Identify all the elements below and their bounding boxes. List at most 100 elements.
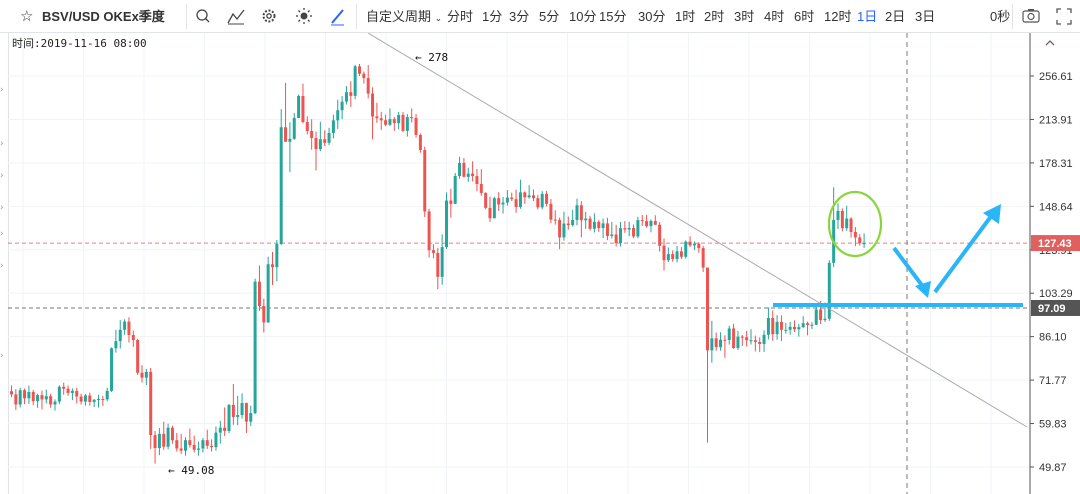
candle-body[interactable] (814, 309, 818, 325)
candle-body[interactable] (418, 134, 422, 151)
candle-body[interactable] (632, 227, 636, 237)
candle-body[interactable] (362, 73, 366, 79)
candle-body[interactable] (836, 210, 840, 220)
candle-body[interactable] (257, 281, 261, 307)
candle-body[interactable] (101, 399, 105, 401)
candle-body[interactable] (431, 250, 435, 253)
candle-body[interactable] (853, 231, 857, 238)
candle-body[interactable] (692, 243, 696, 246)
candle-body[interactable] (710, 338, 714, 351)
candle-body[interactable] (810, 324, 814, 326)
candle-body[interactable] (405, 117, 409, 131)
candle-body[interactable] (753, 340, 757, 342)
candle-body[interactable] (36, 395, 40, 402)
candle-body[interactable] (18, 390, 22, 405)
candle-body[interactable] (714, 338, 718, 348)
candle-body[interactable] (571, 219, 575, 226)
candle-body[interactable] (558, 219, 562, 238)
price-tag-box[interactable] (1031, 299, 1080, 316)
candle-body[interactable] (566, 223, 570, 226)
candle-body[interactable] (423, 150, 427, 212)
candle-body[interactable] (92, 399, 96, 402)
candle-body[interactable] (484, 192, 488, 208)
candle-body[interactable] (414, 118, 418, 135)
candle-body[interactable] (410, 117, 414, 119)
candle-body[interactable] (758, 341, 762, 344)
candle-body[interactable] (701, 248, 705, 268)
search-icon[interactable] (195, 0, 211, 33)
candle-body[interactable] (288, 138, 292, 142)
candle-body[interactable] (397, 114, 401, 124)
candle-body[interactable] (323, 139, 327, 143)
candle-body[interactable] (279, 127, 283, 245)
candle-body[interactable] (192, 444, 196, 450)
candle-body[interactable] (166, 427, 170, 447)
candle-body[interactable] (445, 200, 448, 248)
candle-body[interactable] (671, 254, 675, 260)
candle-body[interactable] (610, 234, 614, 236)
candle-body[interactable] (658, 224, 662, 246)
candle-body[interactable] (771, 317, 775, 335)
candle-body[interactable] (240, 403, 244, 416)
candle-body[interactable] (266, 264, 270, 323)
sidebar-arrow-icon[interactable]: › (0, 85, 4, 95)
candle-body[interactable] (62, 386, 66, 389)
candle-body[interactable] (823, 318, 827, 321)
candle-body[interactable] (301, 95, 305, 123)
candle-body[interactable] (184, 440, 187, 451)
candle-body[interactable] (497, 198, 501, 205)
candle-body[interactable] (88, 395, 92, 402)
theme-sun-icon[interactable] (295, 0, 313, 33)
candle-body[interactable] (310, 130, 314, 139)
candle-body[interactable] (706, 267, 709, 351)
interval-4时[interactable]: 4时 (764, 9, 785, 24)
interval-3时[interactable]: 3时 (734, 9, 755, 24)
candle-body[interactable] (614, 234, 618, 244)
candle-body[interactable] (801, 323, 805, 328)
candle-body[interactable] (549, 203, 553, 220)
price-tag-box[interactable] (1031, 235, 1080, 252)
candle-body[interactable] (527, 195, 531, 198)
candle-body[interactable] (388, 119, 392, 125)
candle-body[interactable] (514, 199, 518, 208)
interval-3日[interactable]: 3日 (915, 9, 936, 24)
candle-body[interactable] (840, 210, 844, 229)
sidebar-arrow-icon[interactable]: › (0, 351, 4, 361)
candle-body[interactable] (340, 101, 344, 111)
candle-body[interactable] (675, 251, 679, 260)
candle-body[interactable] (40, 395, 44, 400)
candle-body[interactable] (492, 198, 496, 219)
candle-body[interactable] (653, 220, 657, 225)
candle-body[interactable] (679, 251, 683, 257)
candle-body[interactable] (723, 339, 727, 341)
candle-body[interactable] (275, 244, 279, 268)
candle-body[interactable] (762, 334, 766, 344)
candle-body[interactable] (640, 220, 644, 222)
candle-body[interactable] (344, 92, 348, 102)
candle-body[interactable] (49, 396, 53, 405)
candle-body[interactable] (188, 440, 192, 445)
candle-body[interactable] (136, 340, 140, 373)
candle-body[interactable] (353, 66, 357, 96)
candle-body[interactable] (601, 223, 605, 229)
candle-body[interactable] (97, 399, 100, 401)
candle-body[interactable] (157, 433, 161, 449)
candle-body[interactable] (505, 197, 509, 203)
candle-body[interactable] (175, 440, 179, 449)
candle-body[interactable] (57, 386, 61, 402)
candle-body[interactable] (27, 391, 31, 399)
candle-body[interactable] (271, 264, 274, 268)
candle-body[interactable] (292, 118, 296, 139)
candle-body[interactable] (436, 252, 440, 277)
candle-body[interactable] (123, 321, 127, 330)
custom-period-dropdown[interactable]: 自定义周期 ⌄ (366, 0, 442, 33)
candle-body[interactable] (297, 95, 301, 119)
candle-body[interactable] (210, 445, 214, 448)
candle-body[interactable] (127, 321, 131, 335)
candle-body[interactable] (384, 120, 388, 125)
candle-body[interactable] (471, 173, 475, 177)
candle-body[interactable] (379, 118, 383, 121)
candle-body[interactable] (66, 388, 70, 393)
interval-6时[interactable]: 6时 (794, 9, 815, 24)
candle-body[interactable] (597, 221, 601, 229)
